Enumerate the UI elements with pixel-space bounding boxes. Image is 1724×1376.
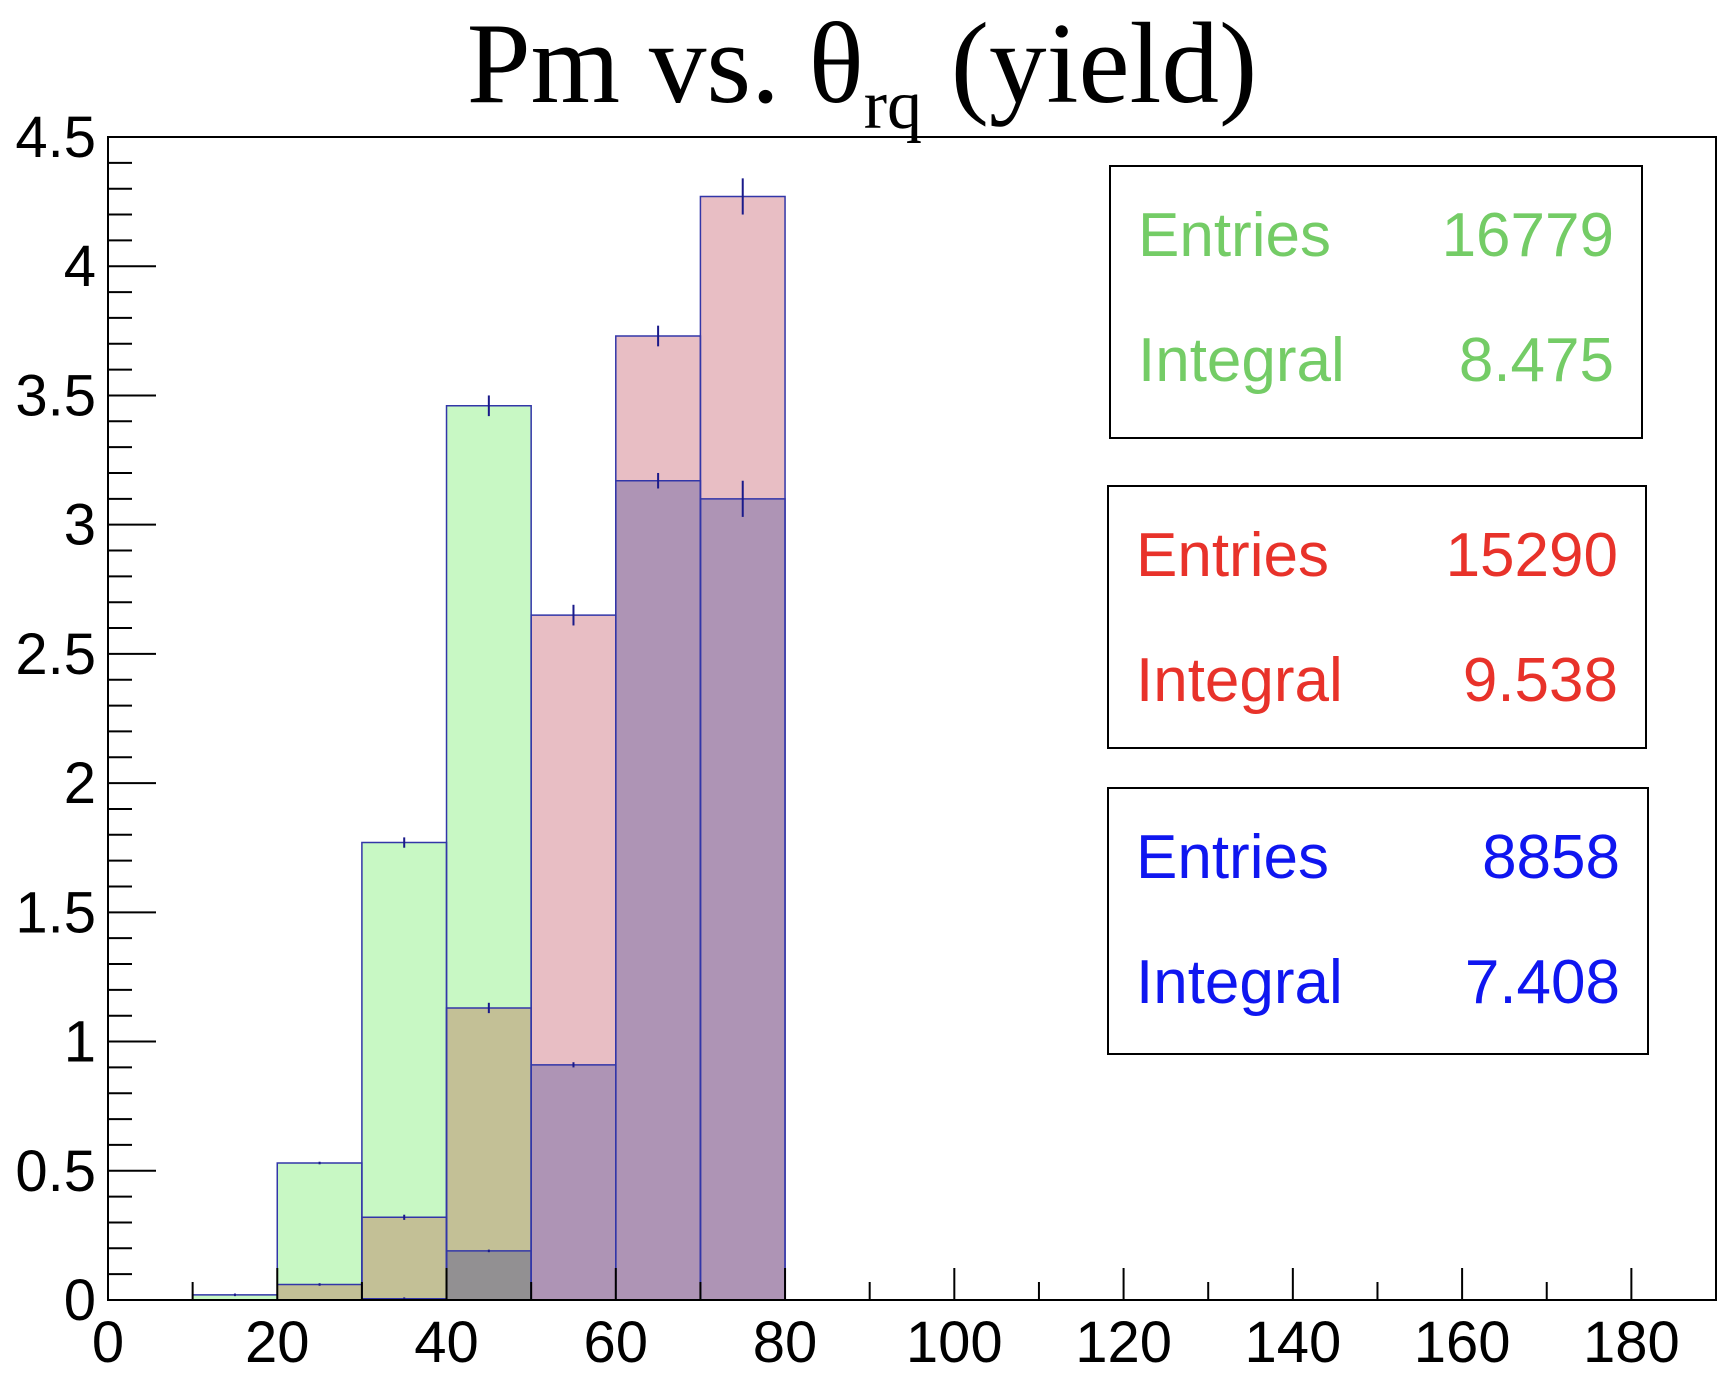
x-tick-label: 140 [1244,1310,1341,1375]
stat-integral-value: 9.538 [1463,646,1618,715]
stat-box-frame [1107,485,1647,749]
bars-layer [192,196,786,1301]
bar-segment [446,1007,532,1251]
bar-segment [446,405,532,1008]
error-bars-layer [233,178,744,1300]
stat-box: Entries 15290 Integral 9.538 [1107,485,1647,749]
stat-box-frame [1107,787,1649,1055]
x-tick-label: 40 [414,1310,479,1375]
bar-segment [277,1163,362,1285]
bar-segment [531,615,616,1065]
chart-title: Pm vs. θrq (yield) [467,0,1258,144]
stat-entries-label: Entries [1136,823,1329,892]
bar-segment [446,1250,532,1300]
x-tick-label: 20 [245,1310,310,1375]
y-tick-label: 3 [64,493,96,558]
bar-segment [615,336,701,481]
x-axis: 0 20 40 60 80 100 120 140 160 180 [92,1268,1717,1375]
stat-integral-label: Integral [1138,326,1345,395]
x-tick-label: 0 [92,1310,124,1375]
bar-segment [700,498,786,1300]
y-tick-label: 2.5 [15,622,96,687]
bar-segment [361,1217,447,1299]
stat-entries-label: Entries [1138,201,1331,270]
bar-segment [531,1064,616,1300]
y-tick-label: 4 [64,234,96,299]
stat-integral-label: Integral [1136,948,1343,1017]
bar-segment [192,1294,278,1300]
y-tick-label: 0.5 [15,1139,96,1204]
chart-title-suffix: (yield) [922,0,1257,127]
x-tick-label: 60 [584,1310,649,1375]
y-tick-label: 1 [64,1010,96,1075]
stat-box: Entries 16779 Integral 8.475 [1109,165,1643,439]
x-tick-label: 100 [906,1310,1003,1375]
stat-entries-value: 16779 [1442,201,1614,270]
stat-boxes: Entries 16779 Integral 8.475 Entries 15290 Int… [1107,165,1649,1055]
x-tick-label: 80 [753,1310,818,1375]
bar-segment [615,480,701,1301]
y-tick-label: 4.5 [15,105,96,170]
stat-integral-value: 7.408 [1465,948,1620,1017]
y-tick-label: 3.5 [15,363,96,428]
bar-segment [361,842,447,1218]
stat-integral-label: Integral [1136,646,1343,715]
y-tick-label: 0 [64,1268,96,1333]
x-tick-label: 120 [1075,1310,1172,1375]
x-tick-label: 180 [1583,1310,1680,1375]
y-tick-label: 2 [64,751,96,816]
y-tick-label: 1.5 [15,880,96,945]
plot-frame [107,136,1717,1301]
stat-integral-value: 8.475 [1459,326,1614,395]
stat-entries-label: Entries [1136,521,1329,590]
y-axis: 0 0.5 1 1.5 2 2.5 3 3.5 4 4.5 [15,105,156,1333]
stat-entries-value: 8858 [1482,823,1620,892]
bar-segment [700,196,786,499]
stat-entries-value: 15290 [1446,521,1618,590]
bar-segment [277,1284,362,1300]
chart-title-subscript: rq [864,67,922,144]
stat-box-frame [1109,165,1643,439]
stat-box: Entries 8858 Integral 7.408 [1107,787,1649,1055]
x-tick-label: 160 [1414,1310,1511,1375]
